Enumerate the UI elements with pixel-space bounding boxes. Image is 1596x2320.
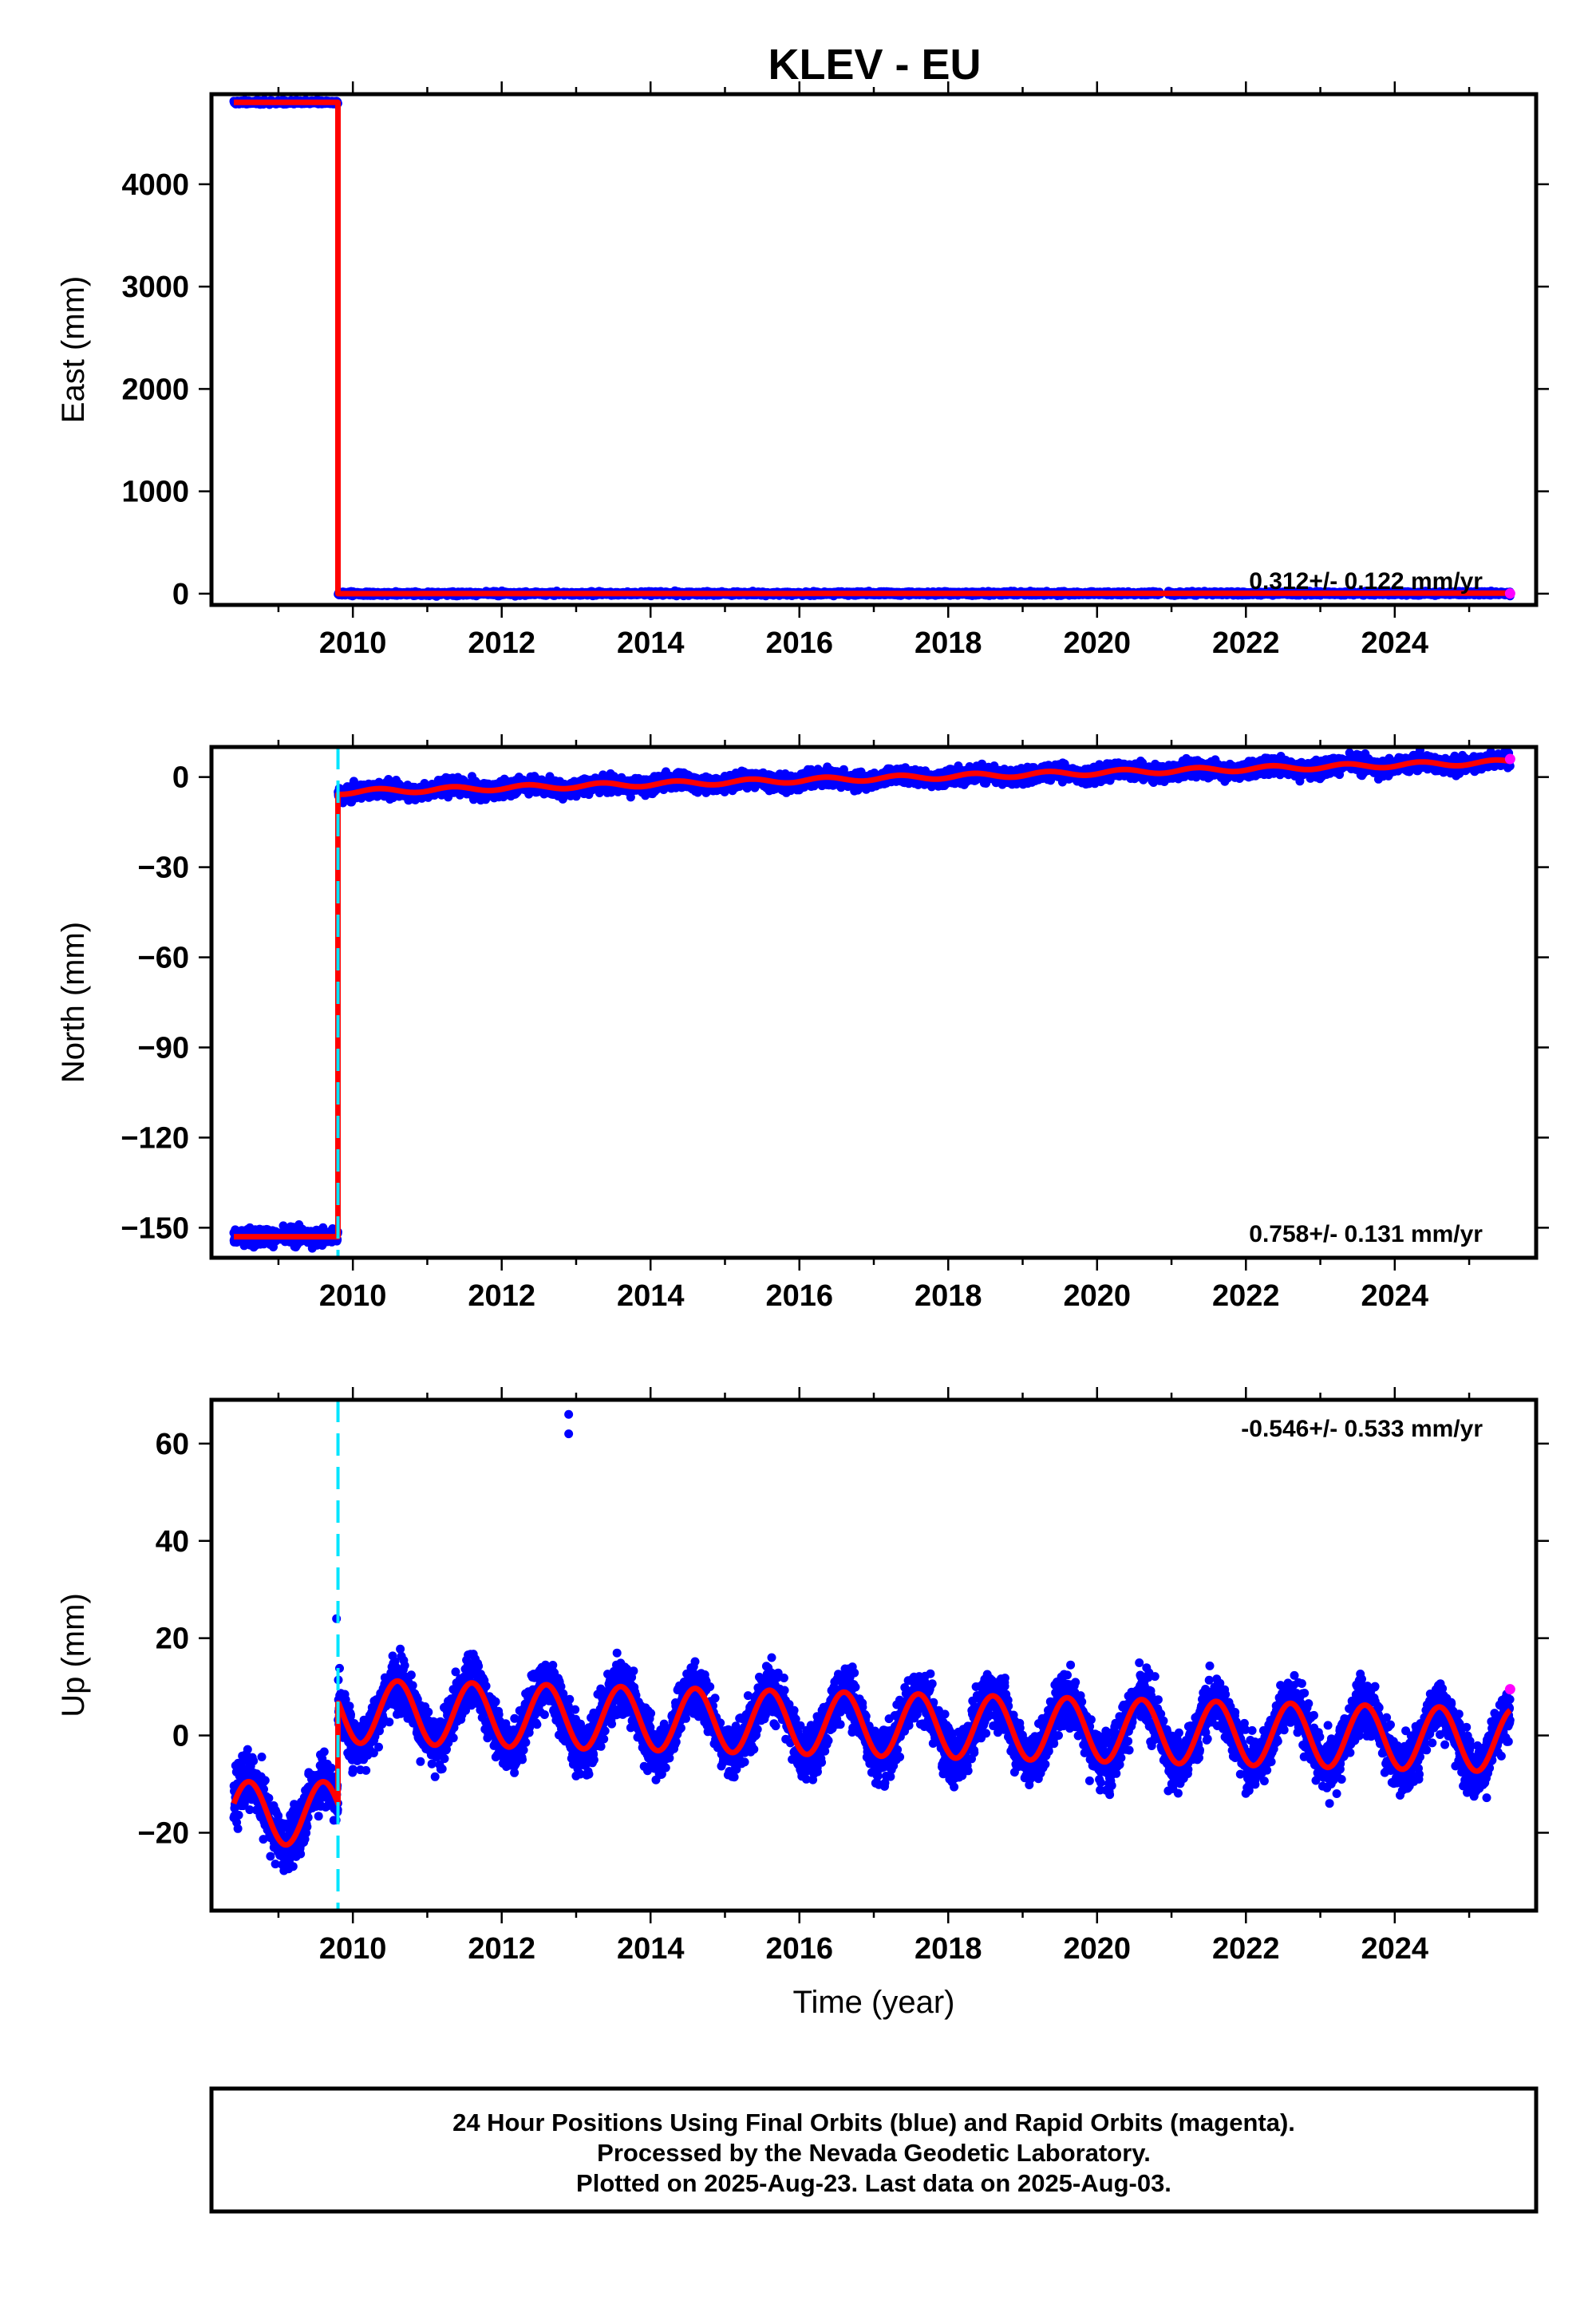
east-final-orbit-points (229, 95, 1515, 601)
east-panel: 2010 2012 2014 2016 2018 2020 2022 202401000200… (56, 81, 1549, 660)
figure-title: KLEV - EU (768, 41, 981, 89)
east-data-layer (229, 95, 1515, 601)
